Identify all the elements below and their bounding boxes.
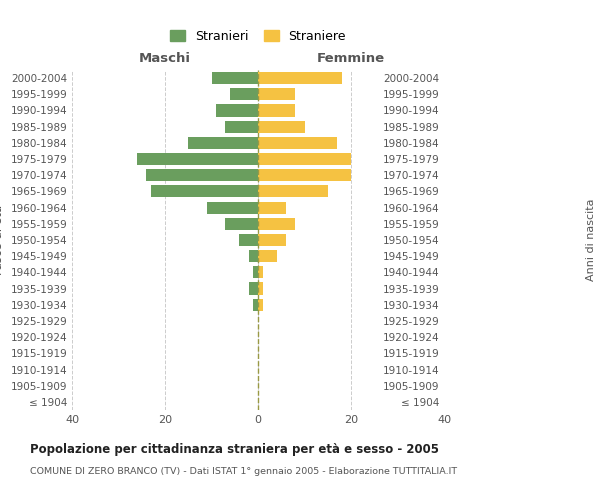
Text: Popolazione per cittadinanza straniera per età e sesso - 2005: Popolazione per cittadinanza straniera p…	[30, 442, 439, 456]
Bar	[188, 137, 258, 149]
Bar	[258, 282, 263, 294]
Bar	[253, 266, 258, 278]
Text: COMUNE DI ZERO BRANCO (TV) - Dati ISTAT 1° gennaio 2005 - Elaborazione TUTTITALI: COMUNE DI ZERO BRANCO (TV) - Dati ISTAT …	[30, 468, 457, 476]
Bar	[258, 218, 295, 230]
Bar	[249, 282, 258, 294]
Bar	[258, 120, 305, 132]
Text: Maschi: Maschi	[139, 52, 191, 65]
Bar	[226, 218, 258, 230]
Text: Femmine: Femmine	[317, 52, 385, 65]
Bar	[151, 186, 258, 198]
Bar	[212, 72, 258, 84]
Legend: Stranieri, Straniere: Stranieri, Straniere	[166, 26, 350, 46]
Bar	[230, 88, 258, 101]
Bar	[258, 169, 351, 181]
Bar	[258, 88, 295, 101]
Bar	[258, 153, 351, 165]
Y-axis label: Fasce di età: Fasce di età	[0, 205, 5, 275]
Bar	[146, 169, 258, 181]
Bar	[239, 234, 258, 246]
Bar	[258, 137, 337, 149]
Bar	[258, 72, 342, 84]
Bar	[258, 186, 328, 198]
Bar	[258, 202, 286, 213]
Bar	[226, 120, 258, 132]
Bar	[258, 266, 263, 278]
Bar	[258, 250, 277, 262]
Bar	[258, 234, 286, 246]
Bar	[137, 153, 258, 165]
Bar	[253, 298, 258, 311]
Text: Anni di nascita: Anni di nascita	[586, 198, 596, 281]
Bar	[249, 250, 258, 262]
Bar	[216, 104, 258, 117]
Bar	[207, 202, 258, 213]
Bar	[258, 298, 263, 311]
Bar	[258, 104, 295, 117]
